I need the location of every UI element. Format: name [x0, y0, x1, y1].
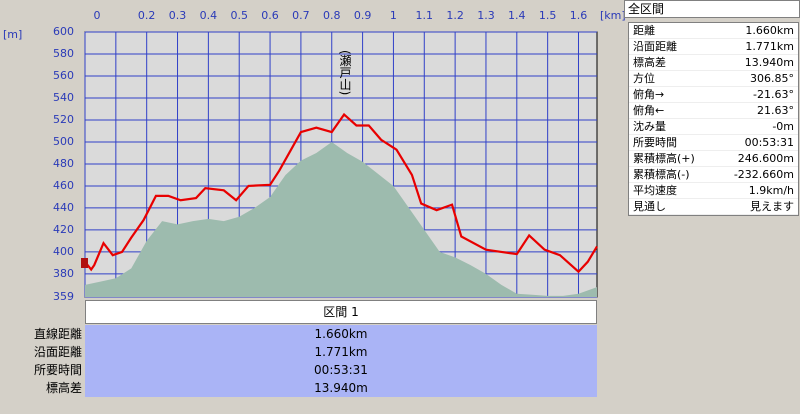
row-label: 距離 — [633, 24, 655, 37]
section-row: 所要時間 00:53:31 — [0, 361, 597, 379]
row-label: 平均速度 — [633, 184, 677, 197]
summary-row: 累積標高(+) 246.600m — [629, 151, 798, 167]
x-tick-label: 0.9 — [354, 9, 372, 22]
x-tick-label: 1.2 — [446, 9, 464, 22]
x-tick-label: 0.4 — [200, 9, 218, 22]
row-label: 所要時間 — [633, 136, 677, 149]
y-tick-label: 500 — [53, 135, 74, 148]
section-title: 区間 1 — [85, 300, 597, 324]
row-value: -0m — [772, 120, 794, 133]
summary-row: 沈み量 -0m — [629, 119, 798, 135]
y-tick-label: 400 — [53, 245, 74, 258]
row-label: 沈み量 — [633, 120, 666, 133]
summary-row: 見通し 見えます — [629, 199, 798, 215]
summary-row: 累積標高(-) -232.660m — [629, 167, 798, 183]
row-label: 標高差 — [633, 56, 666, 69]
row-value: 1.9km/h — [748, 184, 794, 197]
y-tick-label: 420 — [53, 223, 74, 236]
row-label: 俯角→ — [633, 88, 665, 101]
x-tick-label: 1.1 — [416, 9, 434, 22]
x-tick-label: 0.2 — [138, 9, 156, 22]
y-tick-label: 380 — [53, 267, 74, 280]
summary-table: 距離 1.660km 沿面距離 1.771km 標高差 13.940m 方位 306.85° 俯… — [628, 22, 799, 216]
summary-panel: 全区間 距離 1.660km 沿面距離 1.771km 標高差 13.940m 方位 306.… — [624, 0, 800, 216]
elevation-line — [84, 112, 598, 274]
x-unit: [km] — [600, 9, 626, 22]
x-tick-label: 1.3 — [477, 9, 495, 22]
summary-row: 俯角← 21.63° — [629, 103, 798, 119]
y-tick-label: 600 — [53, 25, 74, 38]
row-value: 00:53:31 — [85, 361, 597, 379]
y-tick-label: 460 — [53, 179, 74, 192]
section-row: 直線距離 1.660km — [0, 325, 597, 343]
summary-row: 距離 1.660km — [629, 23, 798, 39]
start-marker — [81, 258, 88, 268]
x-tick-label: 0.3 — [169, 9, 187, 22]
x-tick-label: 0.8 — [323, 9, 341, 22]
x-tick-label: 0.6 — [261, 9, 279, 22]
row-value: 1.771km — [745, 40, 794, 53]
row-label: 直線距離 — [33, 327, 82, 341]
summary-title: 全区間 — [624, 0, 800, 18]
section-row: 沿面距離 1.771km — [0, 343, 597, 361]
row-value: 1.660km — [85, 325, 597, 343]
row-label: 標高差 — [45, 381, 82, 395]
x-tick-label: 0.7 — [292, 9, 310, 22]
row-label: 沿面距離 — [33, 345, 82, 359]
row-value: 13.940m — [744, 56, 794, 69]
terrain-area — [85, 141, 597, 297]
section-table: 直線距離 1.660km 沿面距離 1.771km 所要時間 00:53:31 標高差 13.… — [0, 325, 597, 397]
row-label: 見通し — [633, 200, 666, 213]
summary-row: 方位 306.85° — [629, 71, 798, 87]
x-tick-label: 0.5 — [230, 9, 248, 22]
y-tick-label: 580 — [53, 47, 74, 60]
row-value: -232.660m — [733, 168, 794, 181]
row-value: 306.85° — [750, 72, 794, 85]
row-value: 00:53:31 — [744, 136, 794, 149]
row-value: 1.660km — [745, 24, 794, 37]
annotation: (瀬戸山) — [338, 50, 352, 96]
y-unit: [m] — [3, 28, 22, 41]
section-row: 標高差 13.940m — [0, 379, 597, 397]
x-tick-label: 1.5 — [539, 9, 557, 22]
y-tick-label: 359 — [53, 290, 74, 303]
y-tick-label: 520 — [53, 113, 74, 126]
row-label: 俯角← — [633, 104, 665, 117]
section-panel: 区間 1 直線距離 1.660km 沿面距離 1.771km 所要時間 00:53:31 標… — [0, 300, 600, 400]
row-label: 方位 — [633, 72, 655, 85]
row-value: 246.600m — [737, 152, 794, 165]
x-tick-label: 1 — [390, 9, 397, 22]
x-tick-label: 1.4 — [508, 9, 526, 22]
y-tick-label: 540 — [53, 91, 74, 104]
row-value: 13.940m — [85, 379, 597, 397]
y-tick-label: 440 — [53, 201, 74, 214]
row-label: 所要時間 — [33, 363, 82, 377]
row-label: 累積標高(+) — [633, 152, 695, 165]
row-value: 1.771km — [85, 343, 597, 361]
row-label: 沿面距離 — [633, 40, 677, 53]
row-value: 21.63° — [757, 104, 794, 117]
x-tick-label: 0 — [94, 9, 101, 22]
row-value: -21.63° — [753, 88, 794, 101]
summary-row: 標高差 13.940m — [629, 55, 798, 71]
summary-row: 沿面距離 1.771km — [629, 39, 798, 55]
summary-row: 平均速度 1.9km/h — [629, 183, 798, 199]
row-value: 見えます — [750, 200, 794, 213]
tick-labels: 0 0.2 0.3 0.4 0.5 0.6 0.7 0.8 0.9 1 1.1 1.2 1.3 1.4 1.… — [53, 9, 587, 303]
summary-row: 所要時間 00:53:31 — [629, 135, 798, 151]
y-tick-label: 560 — [53, 69, 74, 82]
summary-row: 俯角→ -21.63° — [629, 87, 798, 103]
row-label: 累積標高(-) — [633, 168, 690, 181]
x-tick-label: 1.6 — [570, 9, 588, 22]
y-tick-label: 480 — [53, 157, 74, 170]
plot — [84, 112, 598, 297]
